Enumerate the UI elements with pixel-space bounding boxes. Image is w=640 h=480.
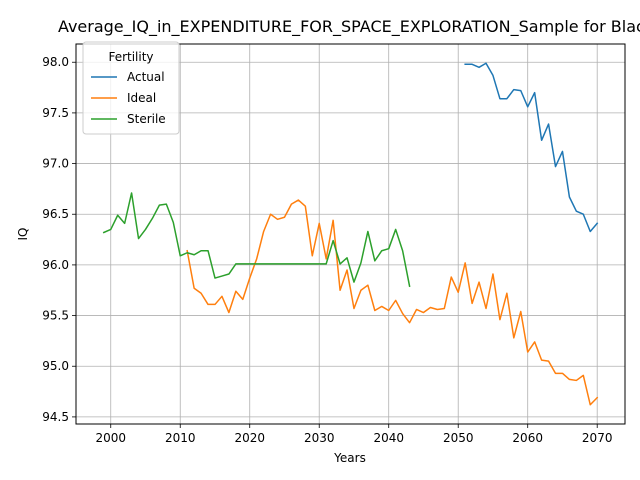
plot-frame: [75, 43, 626, 425]
y-tick-label: 94.5: [42, 410, 69, 424]
x-tick-label: 2010: [165, 431, 196, 445]
y-tick-label: 95.5: [42, 309, 69, 323]
y-tick-label: 97.5: [42, 106, 69, 120]
y-tick-label: 96.5: [42, 207, 69, 221]
series-line-actual: [464, 62, 599, 233]
x-tick-label: 2070: [582, 431, 613, 445]
x-axis-label: Years: [333, 451, 366, 465]
y-axis-label: IQ: [16, 228, 30, 241]
series-lines: [102, 62, 599, 406]
chart-title: Average_IQ_in_EXPENDITURE_FOR_SPACE_EXPL…: [58, 17, 640, 37]
x-tick-label: 2060: [512, 431, 543, 445]
legend: Fertility Actual Ideal Sterile: [82, 41, 180, 135]
y-axis-ticks: 94.5 95.0 95.5 96.0 96.5 97.0 97.5 98.0: [42, 55, 76, 424]
legend-items: Actual Ideal Sterile: [91, 70, 166, 126]
legend-box: [82, 41, 180, 135]
x-tick-label: 2050: [443, 431, 474, 445]
legend-title: Fertility: [108, 50, 153, 64]
legend-label-sterile: Sterile: [127, 112, 166, 126]
x-axis-ticks: 2000 2010 2020 2030 2040 2050 2060 2070: [95, 424, 612, 445]
y-tick-label: 97.0: [42, 157, 69, 171]
x-tick-label: 2030: [304, 431, 335, 445]
y-tick-label: 98.0: [42, 55, 69, 69]
grid-lines: [76, 44, 625, 424]
legend-label-ideal: Ideal: [127, 91, 156, 105]
x-tick-label: 2000: [95, 431, 126, 445]
y-tick-label: 96.0: [42, 258, 69, 272]
legend-label-actual: Actual: [127, 70, 165, 84]
series-line-sterile: [102, 192, 411, 288]
y-tick-label: 95.0: [42, 359, 69, 373]
x-tick-label: 2020: [234, 431, 265, 445]
x-tick-label: 2040: [373, 431, 404, 445]
series-line-ideal: [186, 199, 599, 406]
